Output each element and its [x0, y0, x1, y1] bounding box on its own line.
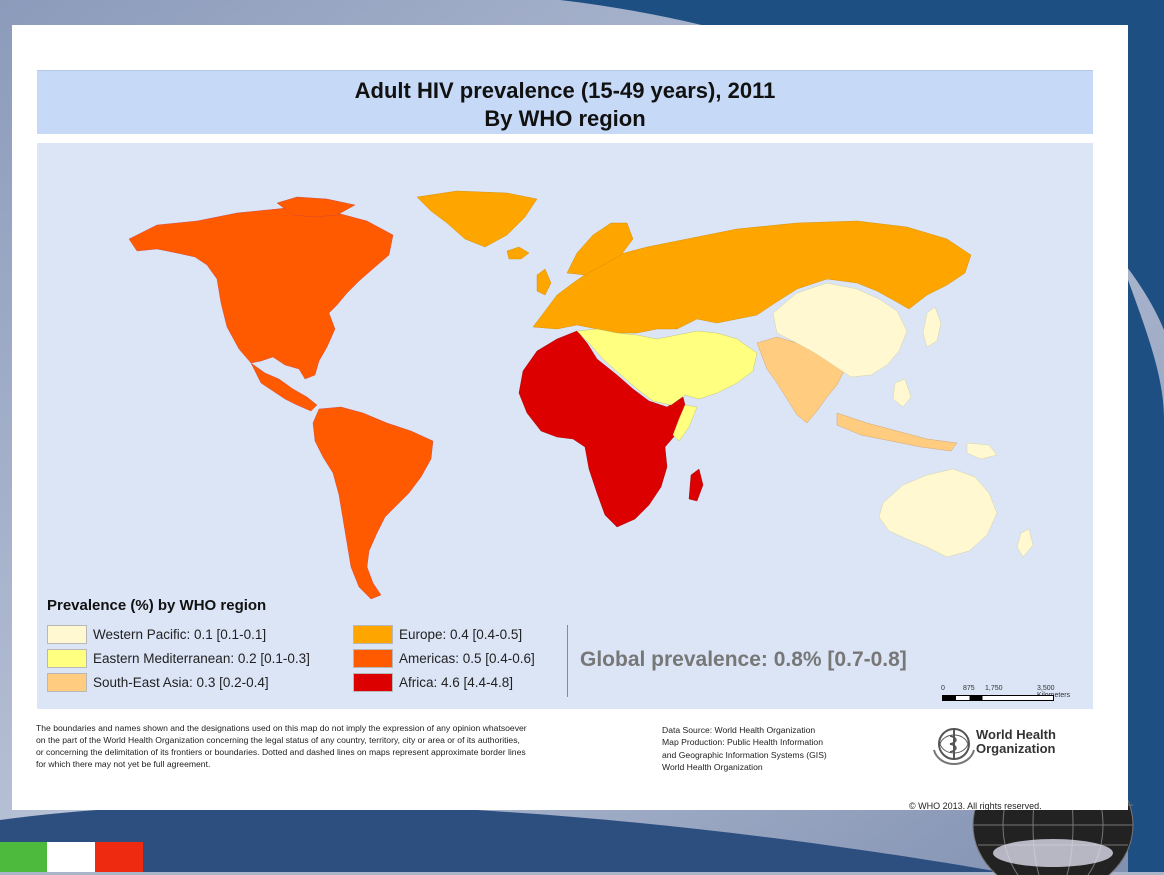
- region-americas-central: [250, 362, 318, 412]
- region-western-pacific-australia: [878, 468, 998, 558]
- who-organization-name: World Health Organization: [976, 728, 1056, 756]
- legend-swatch: [353, 625, 393, 644]
- copyright: © WHO 2013. All rights reserved.: [909, 801, 1042, 811]
- region-western-pacific-new-zealand: [1016, 528, 1034, 558]
- who-name-line2: Organization: [976, 741, 1056, 756]
- legend-item-south-east-asia: South-East Asia: 0.3 [0.2-0.4]: [47, 673, 269, 693]
- legend-swatch: [47, 625, 87, 644]
- region-africa: [518, 330, 688, 528]
- legend-swatch: [353, 649, 393, 668]
- slide-content: Adult HIV prevalence (15-49 years), 2011…: [12, 25, 1128, 811]
- legend-label: Europe: 0.4 [0.4-0.5]: [399, 627, 523, 642]
- credits-line: and Geographic Information Systems (GIS): [662, 749, 827, 760]
- legend-item-western-pacific: Western Pacific: 0.1 [0.1-0.1]: [47, 625, 266, 645]
- disclaimer-line: on the part of the World Health Organiza…: [36, 735, 520, 745]
- map-title: Adult HIV prevalence (15-49 years), 2011: [354, 78, 776, 103]
- world-map-svg: [128, 190, 1034, 600]
- scale-tick-1750: 1,750: [985, 685, 1003, 692]
- region-western-pacific-png: [966, 442, 998, 460]
- legend-label: Americas: 0.5 [0.4-0.6]: [399, 651, 535, 666]
- region-eastern-mediterranean: [576, 328, 758, 406]
- region-americas-south: [312, 406, 434, 600]
- scale-bar-segments: [942, 695, 1054, 701]
- region-eastern-mediterranean-horn: [672, 404, 698, 442]
- flag-green: [0, 842, 47, 872]
- legend-swatch: [47, 673, 87, 692]
- region-americas-north: [128, 204, 394, 380]
- scale-bar: 0 875 1,750 3,500 Kilometers: [927, 681, 1087, 707]
- world-map: Prevalence (%) by WHO region Western Pac…: [37, 143, 1093, 709]
- legend-item-europe: Europe: 0.4 [0.4-0.5]: [353, 625, 522, 645]
- region-europe-scandinavia: [566, 222, 634, 276]
- who-emblem-icon: [933, 728, 975, 766]
- legend-swatch: [47, 649, 87, 668]
- legend-label: South-East Asia: 0.3 [0.2-0.4]: [93, 675, 269, 690]
- credits-line: World Health Organization: [662, 762, 763, 773]
- map-subtitle: By WHO region: [484, 106, 646, 131]
- region-south-east-asia-indonesia: [836, 412, 958, 452]
- legend-item-eastern-mediterranean: Eastern Mediterranean: 0.2 [0.1-0.3]: [47, 649, 310, 669]
- legend-item-africa: Africa: 4.6 [4.4-4.8]: [353, 673, 513, 693]
- map-credits: Data Source: World Health Organization M…: [662, 724, 872, 774]
- legend-label: Western Pacific: 0.1 [0.1-0.1]: [93, 627, 267, 642]
- region-western-pacific-japan: [922, 306, 942, 348]
- region-americas-greenland: [276, 196, 356, 218]
- map-title-band: Adult HIV prevalence (15-49 years), 2011…: [37, 70, 1093, 134]
- legend-label: Africa: 4.6 [4.4-4.8]: [399, 675, 514, 690]
- disclaimer-line: or concerning the delimitation of its fr…: [36, 747, 526, 757]
- flag-red: [95, 842, 143, 872]
- region-europe-iceland: [506, 246, 530, 260]
- who-name-line1: World Health: [976, 727, 1056, 742]
- legend-divider: [567, 625, 568, 697]
- disclaimer-line: for which there may not yet be full agre…: [36, 759, 211, 769]
- disclaimer-line: The boundaries and names shown and the d…: [36, 723, 527, 733]
- flag-white: [47, 842, 95, 872]
- scale-tick-875: 875: [963, 685, 975, 692]
- region-western-pacific-china: [772, 282, 908, 378]
- legend-swatch: [353, 673, 393, 692]
- legend-title: Prevalence (%) by WHO region: [47, 597, 267, 614]
- region-africa-madagascar: [688, 468, 704, 502]
- map-disclaimer: The boundaries and names shown and the d…: [36, 722, 616, 770]
- legend-item-americas: Americas: 0.5 [0.4-0.6]: [353, 649, 535, 669]
- legend-label: Eastern Mediterranean: 0.2 [0.1-0.3]: [93, 651, 310, 666]
- region-europe-arctic: [416, 190, 538, 248]
- global-prevalence: Global prevalence: 0.8% [0.7-0.8]: [580, 648, 907, 671]
- region-western-pacific-philippines: [892, 378, 912, 408]
- credits-line: Map Production: Public Health Informatio…: [662, 737, 823, 748]
- region-europe: [532, 220, 972, 334]
- credits-line: Data Source: World Health Organization: [662, 725, 816, 735]
- region-europe-uk: [536, 268, 552, 296]
- scale-tick-0: 0: [941, 685, 945, 692]
